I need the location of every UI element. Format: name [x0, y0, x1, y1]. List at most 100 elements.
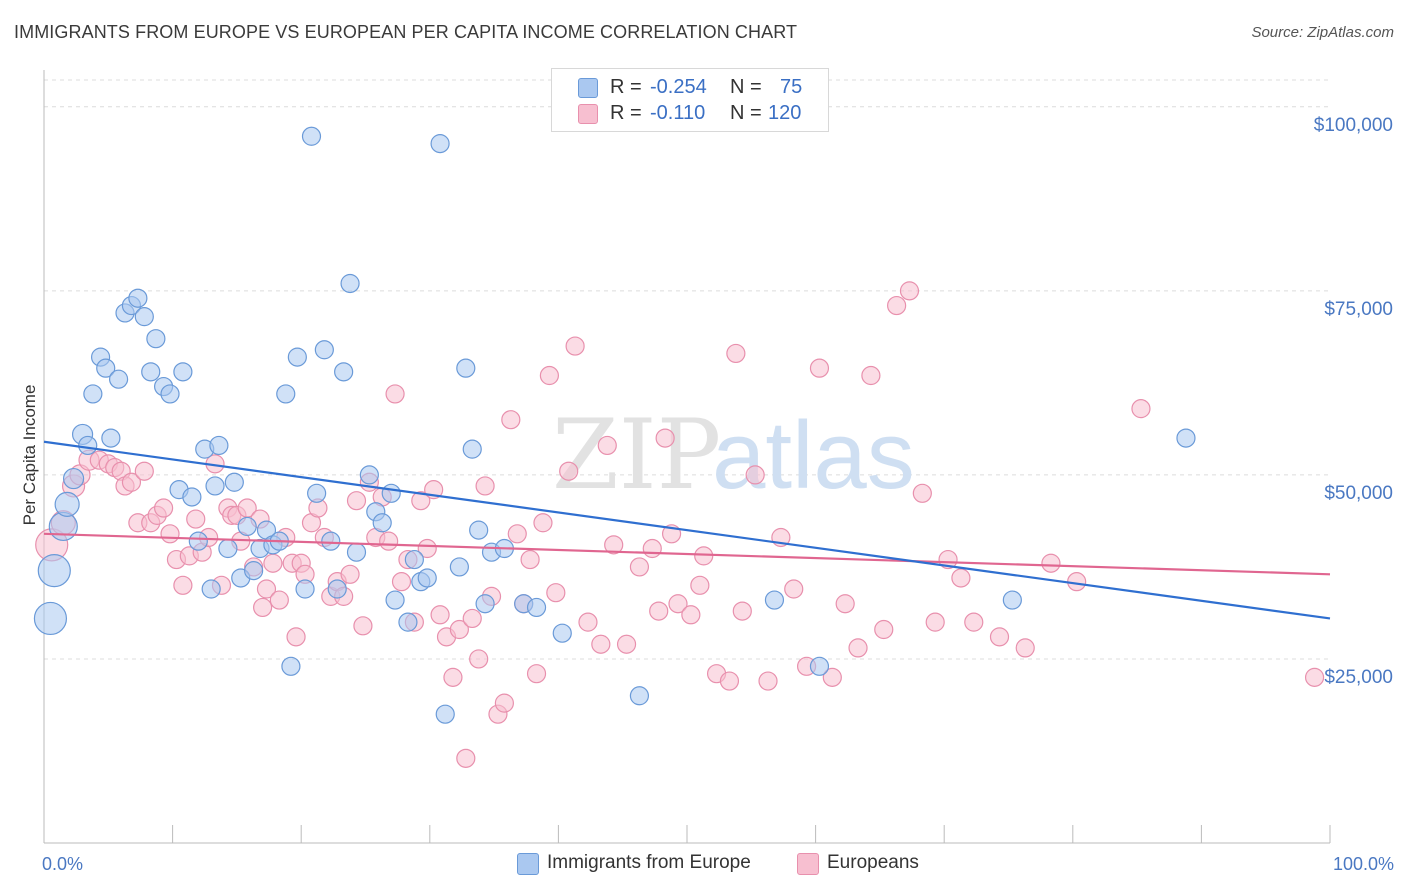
immigrants-point	[449, 557, 469, 577]
immigrants-point	[456, 358, 476, 378]
legend-r-value: -0.254	[650, 76, 707, 98]
immigrants-point	[237, 516, 257, 537]
tick-labels: $25,000 $50,000 $75,000 $100,000 0.0% 100.0%	[42, 115, 1394, 874]
immigrants-point	[182, 487, 202, 507]
immigrants-point	[359, 465, 379, 485]
europeans-point	[263, 553, 283, 573]
y-tick-label: $75,000	[1324, 299, 1393, 320]
europeans-point	[951, 568, 971, 588]
europeans-point	[526, 664, 547, 684]
europeans-point	[256, 579, 277, 599]
immigrants-point	[1176, 428, 1196, 448]
legend-r-value: -0.110	[650, 102, 706, 124]
watermark-zip: ZIP	[552, 399, 721, 511]
immigrants-point	[404, 549, 424, 570]
europeans-point	[385, 384, 405, 404]
europeans-point	[616, 634, 637, 654]
europeans-point	[430, 605, 450, 625]
legend-swatch-pink	[797, 853, 819, 875]
immigrants-point	[469, 520, 489, 540]
europeans-point	[848, 638, 868, 658]
chart-title: IMMIGRANTS FROM EUROPE VS EUROPEAN PER C…	[14, 22, 798, 42]
legend-n-value: 120	[768, 102, 802, 124]
trend-lines	[43, 440, 1331, 620]
immigrants-point	[295, 579, 315, 599]
europeans-point	[1041, 553, 1061, 573]
immigrants-point	[287, 347, 307, 367]
legend-r-label: R =	[610, 76, 642, 98]
legend-swatch-pink	[578, 104, 598, 124]
immigrants-point	[173, 362, 193, 382]
watermark: ZIP atlas	[552, 399, 915, 511]
europeans-point	[989, 627, 1010, 647]
immigrants-point	[62, 467, 85, 490]
immigrants-point	[1002, 590, 1022, 610]
immigrants-point	[224, 472, 244, 492]
immigrants-point	[629, 686, 650, 706]
europeans-point	[353, 616, 373, 636]
europeans-point	[690, 575, 710, 595]
europeans-point	[539, 365, 559, 386]
immigrants-point	[48, 511, 78, 542]
y-tick-label: $50,000	[1324, 483, 1393, 504]
immigrants-point	[37, 554, 71, 588]
axes	[43, 70, 1331, 844]
immigrants-point	[218, 538, 238, 559]
immigrants-point	[33, 601, 68, 636]
immigrants-point	[188, 531, 208, 551]
europeans-point	[391, 572, 412, 592]
europeans-point	[604, 535, 624, 555]
europeans-point	[1015, 638, 1035, 658]
europeans-point	[925, 612, 945, 632]
europeans-point	[475, 476, 495, 496]
europeans-point	[559, 461, 579, 481]
europeans-point	[507, 524, 527, 544]
europeans-point	[546, 583, 566, 603]
immigrants-point	[809, 656, 830, 676]
immigrants-point	[146, 329, 166, 349]
immigrants-point	[134, 307, 154, 327]
europeans-point	[153, 498, 174, 518]
series-immigrants-points	[33, 126, 1196, 724]
europeans-point	[443, 667, 463, 687]
immigrants-point	[78, 435, 98, 456]
legend-row-immigrants: R = -0.254 N = 75	[552, 75, 828, 101]
immigrants-point	[372, 513, 392, 533]
europeans-point	[411, 491, 431, 511]
europeans-point	[899, 281, 920, 301]
europeans-point	[597, 435, 617, 456]
europeans-point	[1304, 667, 1325, 687]
immigrants-point	[307, 483, 327, 503]
europeans-point	[642, 538, 662, 559]
immigrants-point	[552, 623, 572, 643]
immigrants-point	[101, 428, 121, 448]
immigrants-point	[244, 561, 264, 581]
europeans-point	[1131, 399, 1151, 419]
europeans-point	[533, 513, 553, 533]
immigrants-point	[281, 656, 301, 676]
x-tick-label-max: 100.0%	[1333, 854, 1394, 874]
europeans-point	[649, 601, 669, 621]
europeans-point	[912, 483, 932, 503]
europeans-point	[346, 491, 367, 511]
immigrants-point	[141, 362, 161, 382]
legend-label-immigrants: Immigrants from Europe	[547, 852, 751, 873]
immigrants-point	[346, 542, 367, 562]
legend-n-value: 75	[780, 76, 803, 98]
europeans-point	[668, 594, 688, 614]
europeans-point	[726, 343, 746, 364]
europeans-point	[874, 619, 894, 640]
europeans-point	[501, 410, 521, 430]
y-axis-label: Per Capita Income	[20, 385, 39, 526]
immigrants-point	[96, 358, 116, 378]
europeans-point	[809, 358, 830, 378]
europeans-point	[134, 461, 154, 481]
legend-r-label: R =	[610, 102, 642, 124]
europeans-point	[591, 634, 611, 654]
immigrants-point	[385, 590, 405, 610]
europeans-point	[520, 549, 540, 570]
europeans-point	[269, 590, 289, 610]
immigrants-point	[108, 369, 129, 389]
europeans-point	[121, 472, 142, 492]
europeans-point	[578, 612, 598, 632]
